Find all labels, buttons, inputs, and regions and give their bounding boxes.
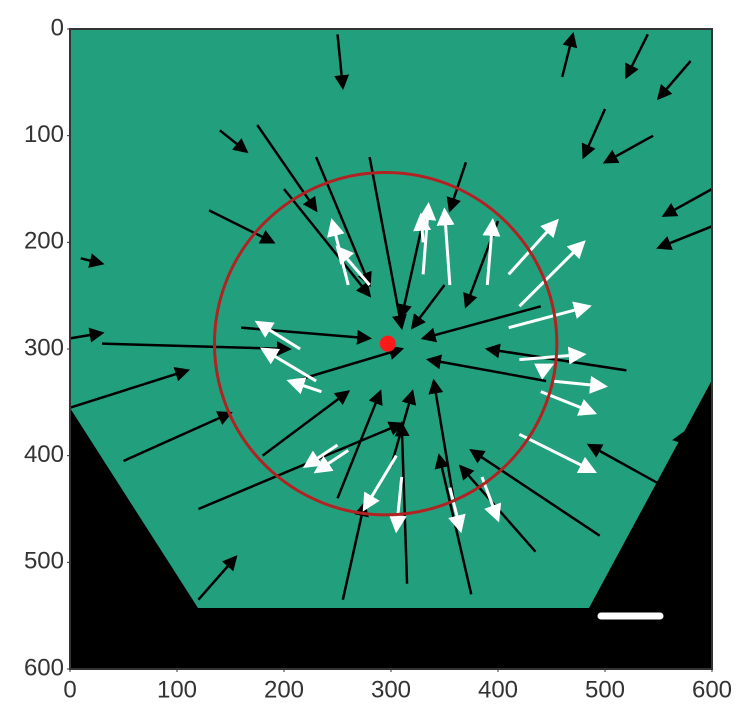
vector-arrow (397, 220, 425, 320)
y-tick-label: 400 (24, 441, 64, 468)
vector-arrow (313, 449, 350, 474)
vector-arrow (394, 421, 410, 584)
vector-arrow (602, 134, 654, 164)
x-tick-label: 500 (585, 676, 625, 703)
y-tick-label: 100 (24, 121, 64, 148)
vector-arrow (436, 207, 455, 286)
vector-arrow (254, 320, 301, 351)
vector-arrow (469, 448, 601, 537)
vector-arrow (448, 487, 466, 534)
vector-arrow (560, 31, 578, 78)
vector-arrow (586, 443, 686, 500)
vector-arrow (208, 209, 276, 244)
vector-arrow (341, 501, 369, 600)
x-tick-label: 100 (157, 676, 197, 703)
x-tick-label: 600 (692, 676, 732, 703)
vector-arrow (336, 389, 383, 499)
vector-arrow (283, 188, 372, 298)
reference-circle (212, 170, 559, 517)
vector-arrow (219, 129, 249, 154)
vector-arrow (256, 124, 318, 213)
vector-arrow (656, 225, 713, 251)
vector-arrow (413, 212, 432, 243)
vector-arrow (261, 390, 351, 457)
vector-arrow (581, 108, 607, 160)
x-tick-label: 200 (264, 676, 304, 703)
vector-arrow (551, 375, 608, 394)
vector-arrow (286, 377, 322, 395)
vector-arrow (410, 284, 446, 330)
vector-arrow (519, 346, 587, 365)
vector-arrow (672, 430, 707, 446)
vector-arrow (518, 240, 586, 308)
vector-arrow (507, 218, 559, 276)
vector-arrow (335, 245, 371, 286)
vector-arrow (389, 389, 417, 467)
y-tick-label: 600 (24, 654, 64, 681)
vector-arrow (69, 366, 191, 409)
y-tick-label: 200 (24, 228, 64, 255)
vector-arrow (428, 378, 457, 510)
vector-arrow (294, 345, 405, 383)
vector-arrow (656, 60, 692, 101)
y-tick-label: 0 (51, 14, 64, 41)
vector-arrow (302, 443, 339, 468)
vector-arrow (362, 454, 398, 512)
vector-arrow (327, 218, 350, 286)
vector-arrow (625, 33, 649, 80)
vector-arrow (334, 34, 350, 91)
y-tick-label: 300 (24, 334, 64, 361)
vector-arrow (420, 305, 542, 343)
x-tick-label: 300 (371, 676, 411, 703)
vector-arrow (388, 476, 407, 534)
vector-arrow (102, 341, 292, 357)
vector-arrow (425, 354, 547, 383)
vector-arrow (534, 363, 555, 380)
vector-arrow (260, 347, 317, 383)
y-tick-label: 500 (24, 548, 64, 575)
vector-arrow (69, 327, 105, 343)
x-tick-label: 0 (63, 676, 76, 703)
vector-arrow (508, 301, 592, 330)
x-tick-label: 400 (478, 676, 518, 703)
vector-arrow (661, 187, 713, 217)
vector-arrow (80, 253, 105, 268)
background-mask (70, 380, 712, 669)
vector-arrow (122, 411, 233, 463)
center-point (379, 335, 396, 352)
vector-arrow (368, 156, 407, 331)
vector-arrow (197, 421, 405, 511)
quiver-layer (69, 31, 713, 601)
vector-arrow (197, 555, 238, 601)
vector-arrow (518, 432, 597, 474)
vector-arrow (482, 218, 501, 286)
vector-arrow (446, 161, 468, 213)
